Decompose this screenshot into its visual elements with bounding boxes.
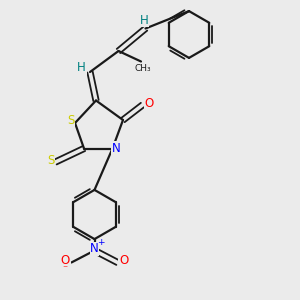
Text: H: H bbox=[140, 14, 148, 27]
Text: O: O bbox=[119, 254, 128, 268]
Text: S: S bbox=[47, 154, 55, 167]
Text: ⁻: ⁻ bbox=[62, 264, 68, 274]
Text: N: N bbox=[90, 242, 99, 256]
Text: S: S bbox=[67, 113, 74, 127]
Text: O: O bbox=[61, 254, 70, 268]
Text: H: H bbox=[77, 61, 86, 74]
Text: O: O bbox=[145, 97, 154, 110]
Text: +: + bbox=[98, 238, 105, 247]
Text: N: N bbox=[112, 142, 121, 155]
Text: CH₃: CH₃ bbox=[134, 64, 151, 73]
